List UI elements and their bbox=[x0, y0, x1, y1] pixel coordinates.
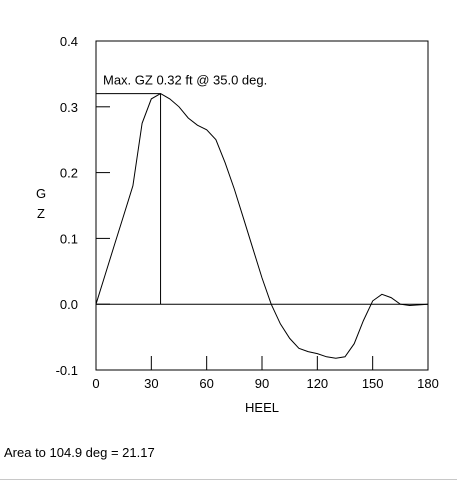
y-axis-label-z: Z bbox=[37, 206, 45, 221]
x-axis-label: HEEL bbox=[245, 400, 279, 415]
x-tick-label: 30 bbox=[144, 376, 158, 391]
max-gz-annotation: Max. GZ 0.32 ft @ 35.0 deg. bbox=[103, 73, 267, 88]
y-tick-label: 0.2 bbox=[60, 166, 78, 181]
divider bbox=[0, 479, 457, 480]
y-tick-label: 0.4 bbox=[60, 34, 78, 49]
gz-curve-chart: 0 30 60 90 120 150 180 -0.1 0.0 0.1 0.2 0.3 0.4 Max… bbox=[36, 34, 439, 415]
x-axis-ticks: 0 30 60 90 120 150 180 bbox=[92, 356, 439, 391]
y-axis-ticks: -0.1 0.0 0.1 0.2 0.3 0.4 bbox=[56, 34, 110, 378]
y-tick-label: -0.1 bbox=[56, 363, 78, 378]
y-axis-label-g: G bbox=[36, 186, 46, 201]
x-tick-label: 120 bbox=[306, 376, 328, 391]
x-tick-label: 0 bbox=[92, 376, 99, 391]
x-tick-label: 90 bbox=[255, 376, 269, 391]
gz-curve-line bbox=[95, 93, 429, 359]
x-tick-label: 60 bbox=[199, 376, 213, 391]
area-readout: Area to 104.9 deg = 21.17 bbox=[4, 445, 155, 460]
plot-frame bbox=[95, 40, 429, 371]
y-tick-label: 0.0 bbox=[60, 297, 78, 312]
x-tick-label: 180 bbox=[417, 376, 439, 391]
x-tick-label: 150 bbox=[362, 376, 384, 391]
y-tick-label: 0.1 bbox=[60, 231, 78, 246]
y-tick-label: 0.3 bbox=[60, 100, 78, 115]
